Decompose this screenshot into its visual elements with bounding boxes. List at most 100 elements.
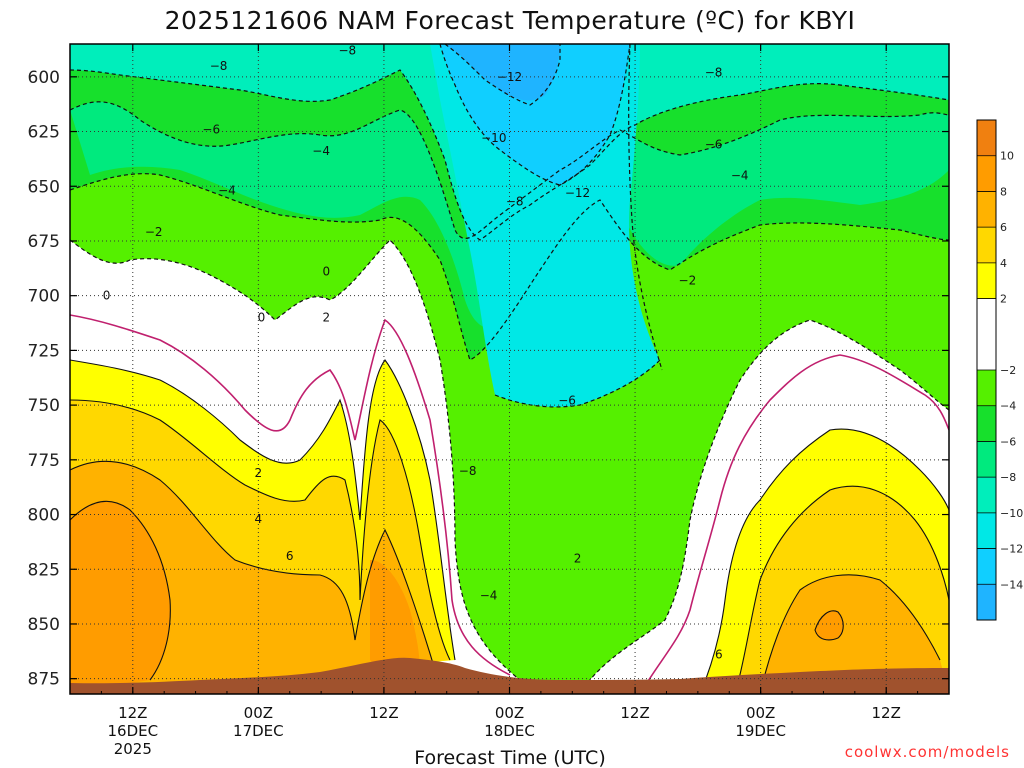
band-minus14-to-minus12: [445, 44, 560, 101]
colorbar-tick-label: −10: [1000, 507, 1023, 520]
y-tick-label: 625: [28, 123, 60, 143]
colorbar-tick-label: 2: [1000, 293, 1007, 306]
colorbar-bin: [977, 262, 996, 299]
contour-label: −6: [202, 122, 220, 136]
isotherm-minus8: [70, 69, 949, 241]
colorbar-bin: [977, 512, 996, 549]
contour-labels: −8 −8 −12 −8 −6 −10 −6 −4 −4 −8 −12 −4 −2 0 0 0 2 −2 −6 −8 2…: [103, 44, 749, 662]
isotherm-4-right: [734, 485, 949, 694]
chart-title: 2025121606 NAM Forecast Temperature (ºC)…: [165, 6, 856, 35]
colorbar-bin: [977, 441, 996, 478]
colorbar-bin: [977, 227, 996, 263]
isotherm-minus12-column: [628, 44, 663, 371]
x-tick-label: 00Z: [495, 704, 524, 722]
contour-label: −6: [558, 394, 576, 408]
colorbar-bin: [977, 155, 996, 192]
colorbar-bin: [977, 298, 996, 370]
contour-label: −8: [705, 65, 723, 79]
band-8-to-10-mid: [370, 560, 420, 671]
x-tick-label: 17DEC: [233, 722, 284, 740]
y-tick-label: 600: [28, 68, 60, 88]
x-tick-label: 12Z: [369, 704, 398, 722]
band-8-to-10-right: [815, 610, 844, 640]
freezing-line: [70, 314, 949, 694]
contour-label: 4: [255, 512, 263, 526]
isotherm-6-right: [759, 574, 941, 694]
colorbar-tick-label: 10: [1000, 150, 1014, 163]
isotherm-0-right: [639, 354, 949, 694]
x-tick-label: 19DEC: [735, 722, 786, 740]
colorbar-bin: [977, 120, 996, 156]
y-tick-label: 800: [28, 506, 60, 526]
contour-label: −8: [459, 464, 477, 478]
band-8-to-10-left: [70, 501, 171, 694]
contour-label: 6: [715, 648, 723, 662]
contour-label: −10: [481, 131, 506, 145]
contour-label: 0: [103, 289, 111, 303]
colorbar-tick-label: −8: [1000, 471, 1016, 484]
isotherm-0-left: [70, 314, 511, 676]
terrain: [70, 657, 949, 694]
isotherm-minus8-lower: [494, 359, 661, 408]
y-tick-label: 775: [28, 451, 60, 471]
y-tick-label: 725: [28, 341, 60, 361]
isotherm-2-right: [699, 428, 949, 694]
x-tick-label: 2025: [114, 740, 152, 758]
contour-label: −12: [497, 70, 522, 84]
negative-isotherms: [70, 44, 949, 694]
colorbar-tick-label: −4: [1000, 400, 1016, 413]
contour-label: −2: [679, 273, 697, 287]
y-tick-label: 850: [28, 615, 60, 635]
contour-label: −4: [480, 589, 498, 603]
contour-label: 0: [258, 311, 266, 325]
contour-label: −4: [731, 168, 749, 182]
colorbar-tick-label: 6: [1000, 221, 1007, 234]
isotherm-minus2: [70, 239, 521, 681]
colorbar-bin: [977, 370, 996, 406]
plot-area: [70, 44, 949, 694]
isotherm-6-left: [70, 460, 436, 671]
credit-text[interactable]: coolwx.com/models: [845, 743, 1010, 761]
grid-lines: [70, 44, 949, 694]
colorbar-tick-label: 8: [1000, 185, 1007, 198]
contour-label: 6: [286, 549, 294, 563]
isotherm-8-right: [814, 610, 844, 641]
contour-label: −2: [145, 225, 163, 239]
isotherm-minus10: [439, 44, 631, 186]
contour-label: 2: [255, 466, 263, 480]
colorbar-bin: [977, 405, 996, 442]
contour-label: −12: [565, 186, 590, 200]
contour-label: −6: [705, 138, 723, 152]
contour-label: −8: [210, 59, 228, 73]
isotherm-minus6: [70, 101, 949, 239]
colorbar-tick-label: −14: [1000, 578, 1023, 591]
positive-isotherms: [70, 359, 949, 694]
contour-label: −4: [312, 144, 330, 158]
band-6-to-8-right: [760, 574, 949, 694]
x-axis-label: Forecast Time (UTC): [414, 747, 605, 768]
colorbar-tick-label: 4: [1000, 257, 1007, 270]
colorbar-bin: [977, 191, 996, 228]
colorbar-tick-label: −6: [1000, 435, 1016, 448]
contour-label: −4: [218, 184, 236, 198]
y-tick-label: 750: [28, 396, 60, 416]
y-tick-label: 650: [28, 177, 60, 197]
x-tick-label: 12Z: [620, 704, 649, 722]
isotherm-minus4: [70, 173, 949, 361]
isotherm-2-left: [70, 359, 456, 661]
y-tick-label: 875: [28, 670, 60, 690]
colorbar-tick-label: −2: [1000, 364, 1016, 377]
contour-label: 0: [323, 265, 331, 279]
contour-label: −8: [506, 195, 524, 209]
x-tick-label: 12Z: [872, 704, 901, 722]
colorbar-bin: [977, 584, 996, 620]
isotherm-4-left: [70, 399, 451, 661]
y-tick-label: 825: [28, 560, 60, 580]
colorbar: 10 8 6 4 2 −2 −4 −6 −8 −10 −12 −14: [976, 119, 1023, 621]
x-tick-label: 00Z: [746, 704, 775, 722]
contour-label: −8: [338, 44, 356, 58]
x-tick-label: 18DEC: [484, 722, 535, 740]
